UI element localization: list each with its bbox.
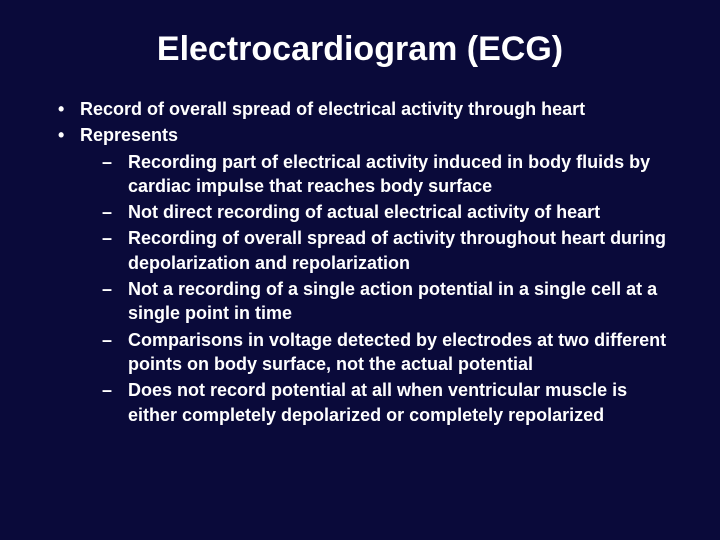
bullet-list: • Record of overall spread of electrical…: [40, 97, 680, 427]
bullet-text: Record of overall spread of electrical a…: [80, 97, 680, 121]
bullet-level1: • Record of overall spread of electrical…: [58, 97, 680, 121]
bullet-level2: – Does not record potential at all when …: [102, 378, 680, 427]
bullet-text: Not direct recording of actual electrica…: [128, 200, 680, 224]
bullet-text: Comparisons in voltage detected by elect…: [128, 328, 680, 377]
bullet-level2: – Recording part of electrical activity …: [102, 150, 680, 199]
bullet-text: Recording of overall spread of activity …: [128, 226, 680, 275]
bullet-level2: – Not direct recording of actual electri…: [102, 200, 680, 224]
bullet-level2: – Recording of overall spread of activit…: [102, 226, 680, 275]
bullet-level2: – Comparisons in voltage detected by ele…: [102, 328, 680, 377]
bullet-dash-icon: –: [102, 226, 128, 275]
bullet-dot-icon: •: [58, 123, 80, 147]
bullet-dot-icon: •: [58, 97, 80, 121]
bullet-dash-icon: –: [102, 378, 128, 427]
bullet-text: Does not record potential at all when ve…: [128, 378, 680, 427]
slide-title: Electrocardiogram (ECG): [40, 30, 680, 69]
bullet-dash-icon: –: [102, 200, 128, 224]
bullet-dash-icon: –: [102, 150, 128, 199]
bullet-level2: – Not a recording of a single action pot…: [102, 277, 680, 326]
bullet-text: Recording part of electrical activity in…: [128, 150, 680, 199]
bullet-dash-icon: –: [102, 328, 128, 377]
bullet-text: Not a recording of a single action poten…: [128, 277, 680, 326]
bullet-text: Represents: [80, 123, 680, 147]
bullet-level1: • Represents: [58, 123, 680, 147]
bullet-dash-icon: –: [102, 277, 128, 326]
